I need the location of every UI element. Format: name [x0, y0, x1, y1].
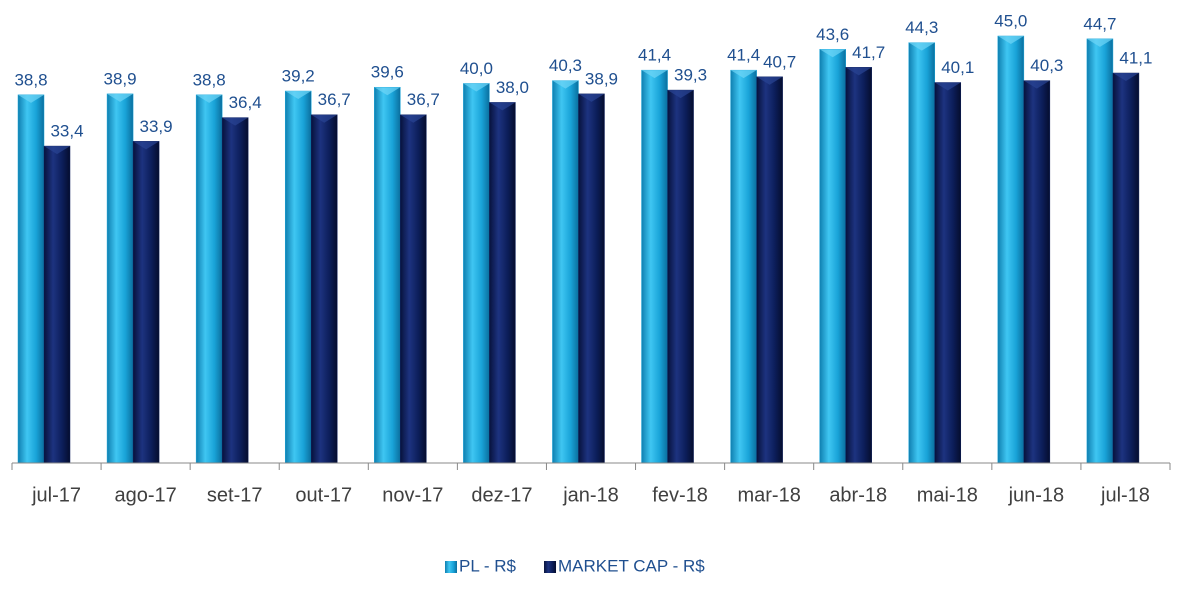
bar-cap [819, 49, 846, 58]
bar-cap [222, 117, 249, 126]
value-label: 40,7 [763, 52, 796, 71]
bar [552, 80, 579, 464]
bar [195, 94, 223, 464]
bar-cap [997, 36, 1024, 44]
bar [374, 86, 401, 464]
value-label: 41,1 [1119, 48, 1152, 67]
bar-cap [667, 90, 694, 99]
bar-cap [463, 83, 490, 92]
x-tick-label: fev-18 [652, 484, 708, 506]
bar-cap [196, 94, 223, 103]
value-label: 41,4 [727, 46, 760, 65]
value-label: 40,1 [941, 58, 974, 77]
bar [1086, 38, 1114, 464]
bar-cap [285, 91, 312, 100]
x-tick-label: ago-17 [114, 484, 176, 506]
value-label: 38,8 [14, 70, 47, 89]
bar [221, 117, 249, 464]
bar-cap [908, 42, 935, 51]
bar-cap [641, 70, 668, 79]
legend-label: PL - R$ [459, 556, 517, 575]
value-label: 36,7 [407, 90, 440, 109]
bar [463, 83, 490, 464]
bar-cap [107, 93, 134, 102]
bar-cap [934, 82, 961, 91]
bar-cap [730, 70, 757, 79]
bar-cap [400, 114, 427, 123]
value-label: 44,7 [1083, 14, 1116, 33]
bar-cap [44, 146, 70, 155]
bar-cap [1023, 80, 1050, 89]
x-tick-label: set-17 [207, 484, 263, 506]
value-label: 43,6 [816, 25, 849, 44]
bar [43, 145, 71, 464]
bar-cap [311, 114, 338, 123]
value-label: 38,8 [193, 70, 226, 89]
value-label: 33,4 [50, 122, 83, 141]
bar-cap [18, 94, 44, 103]
bar-cap [1086, 38, 1113, 47]
bar-cap [756, 76, 783, 85]
value-label: 39,2 [282, 67, 315, 86]
value-label: 44,3 [905, 18, 938, 37]
value-label: 36,4 [229, 93, 262, 112]
value-label: 40,3 [1030, 56, 1063, 75]
x-tick-label: jul-17 [31, 484, 81, 506]
bar [17, 94, 45, 464]
legend-swatch [445, 561, 457, 573]
bar-cap [374, 87, 401, 96]
bar [106, 93, 134, 464]
x-tick-label: abr-18 [829, 484, 887, 506]
bar [845, 67, 872, 464]
x-tick-label: jan-18 [562, 484, 619, 506]
bar [400, 114, 427, 464]
x-tick-label: jun-18 [1008, 484, 1065, 506]
bar [310, 114, 338, 464]
legend-swatch [544, 561, 557, 573]
bar [934, 82, 962, 464]
value-label: 38,0 [496, 78, 529, 97]
value-label: 40,3 [549, 56, 582, 75]
bar [730, 69, 757, 464]
bar [1112, 72, 1140, 464]
bar [908, 42, 936, 464]
bar-cap [552, 80, 579, 89]
bar [667, 89, 694, 464]
value-label: 36,7 [318, 90, 351, 109]
bar [756, 76, 783, 464]
value-label: 38,9 [585, 69, 618, 88]
bar [489, 102, 516, 464]
bar-cap [845, 67, 872, 76]
bar [997, 35, 1025, 464]
bar [132, 141, 160, 464]
bar [819, 49, 846, 464]
value-label: 33,9 [140, 117, 173, 136]
bar [284, 90, 312, 464]
x-tick-label: dez-17 [471, 484, 532, 506]
value-label: 39,3 [674, 66, 707, 85]
x-tick-label: mar-18 [737, 484, 800, 506]
value-label: 38,9 [104, 69, 137, 88]
bar-cap [489, 102, 516, 111]
x-tick-label: mai-18 [917, 484, 978, 506]
value-label: 41,4 [638, 46, 671, 65]
value-label: 39,6 [371, 63, 404, 82]
x-tick-label: out-17 [295, 484, 352, 506]
bar [578, 93, 605, 464]
value-label: 40,0 [460, 59, 493, 78]
bar-cap [578, 93, 605, 102]
bar [1023, 80, 1051, 464]
value-label: 45,0 [994, 11, 1027, 30]
bar-cap [133, 141, 160, 150]
bar-cap [1112, 73, 1139, 82]
bar [641, 69, 668, 464]
value-label: 41,7 [852, 43, 885, 62]
legend-label: MARKET CAP - R$ [558, 556, 705, 575]
x-tick-label: nov-17 [382, 484, 443, 506]
x-tick-label: jul-18 [1100, 484, 1150, 506]
